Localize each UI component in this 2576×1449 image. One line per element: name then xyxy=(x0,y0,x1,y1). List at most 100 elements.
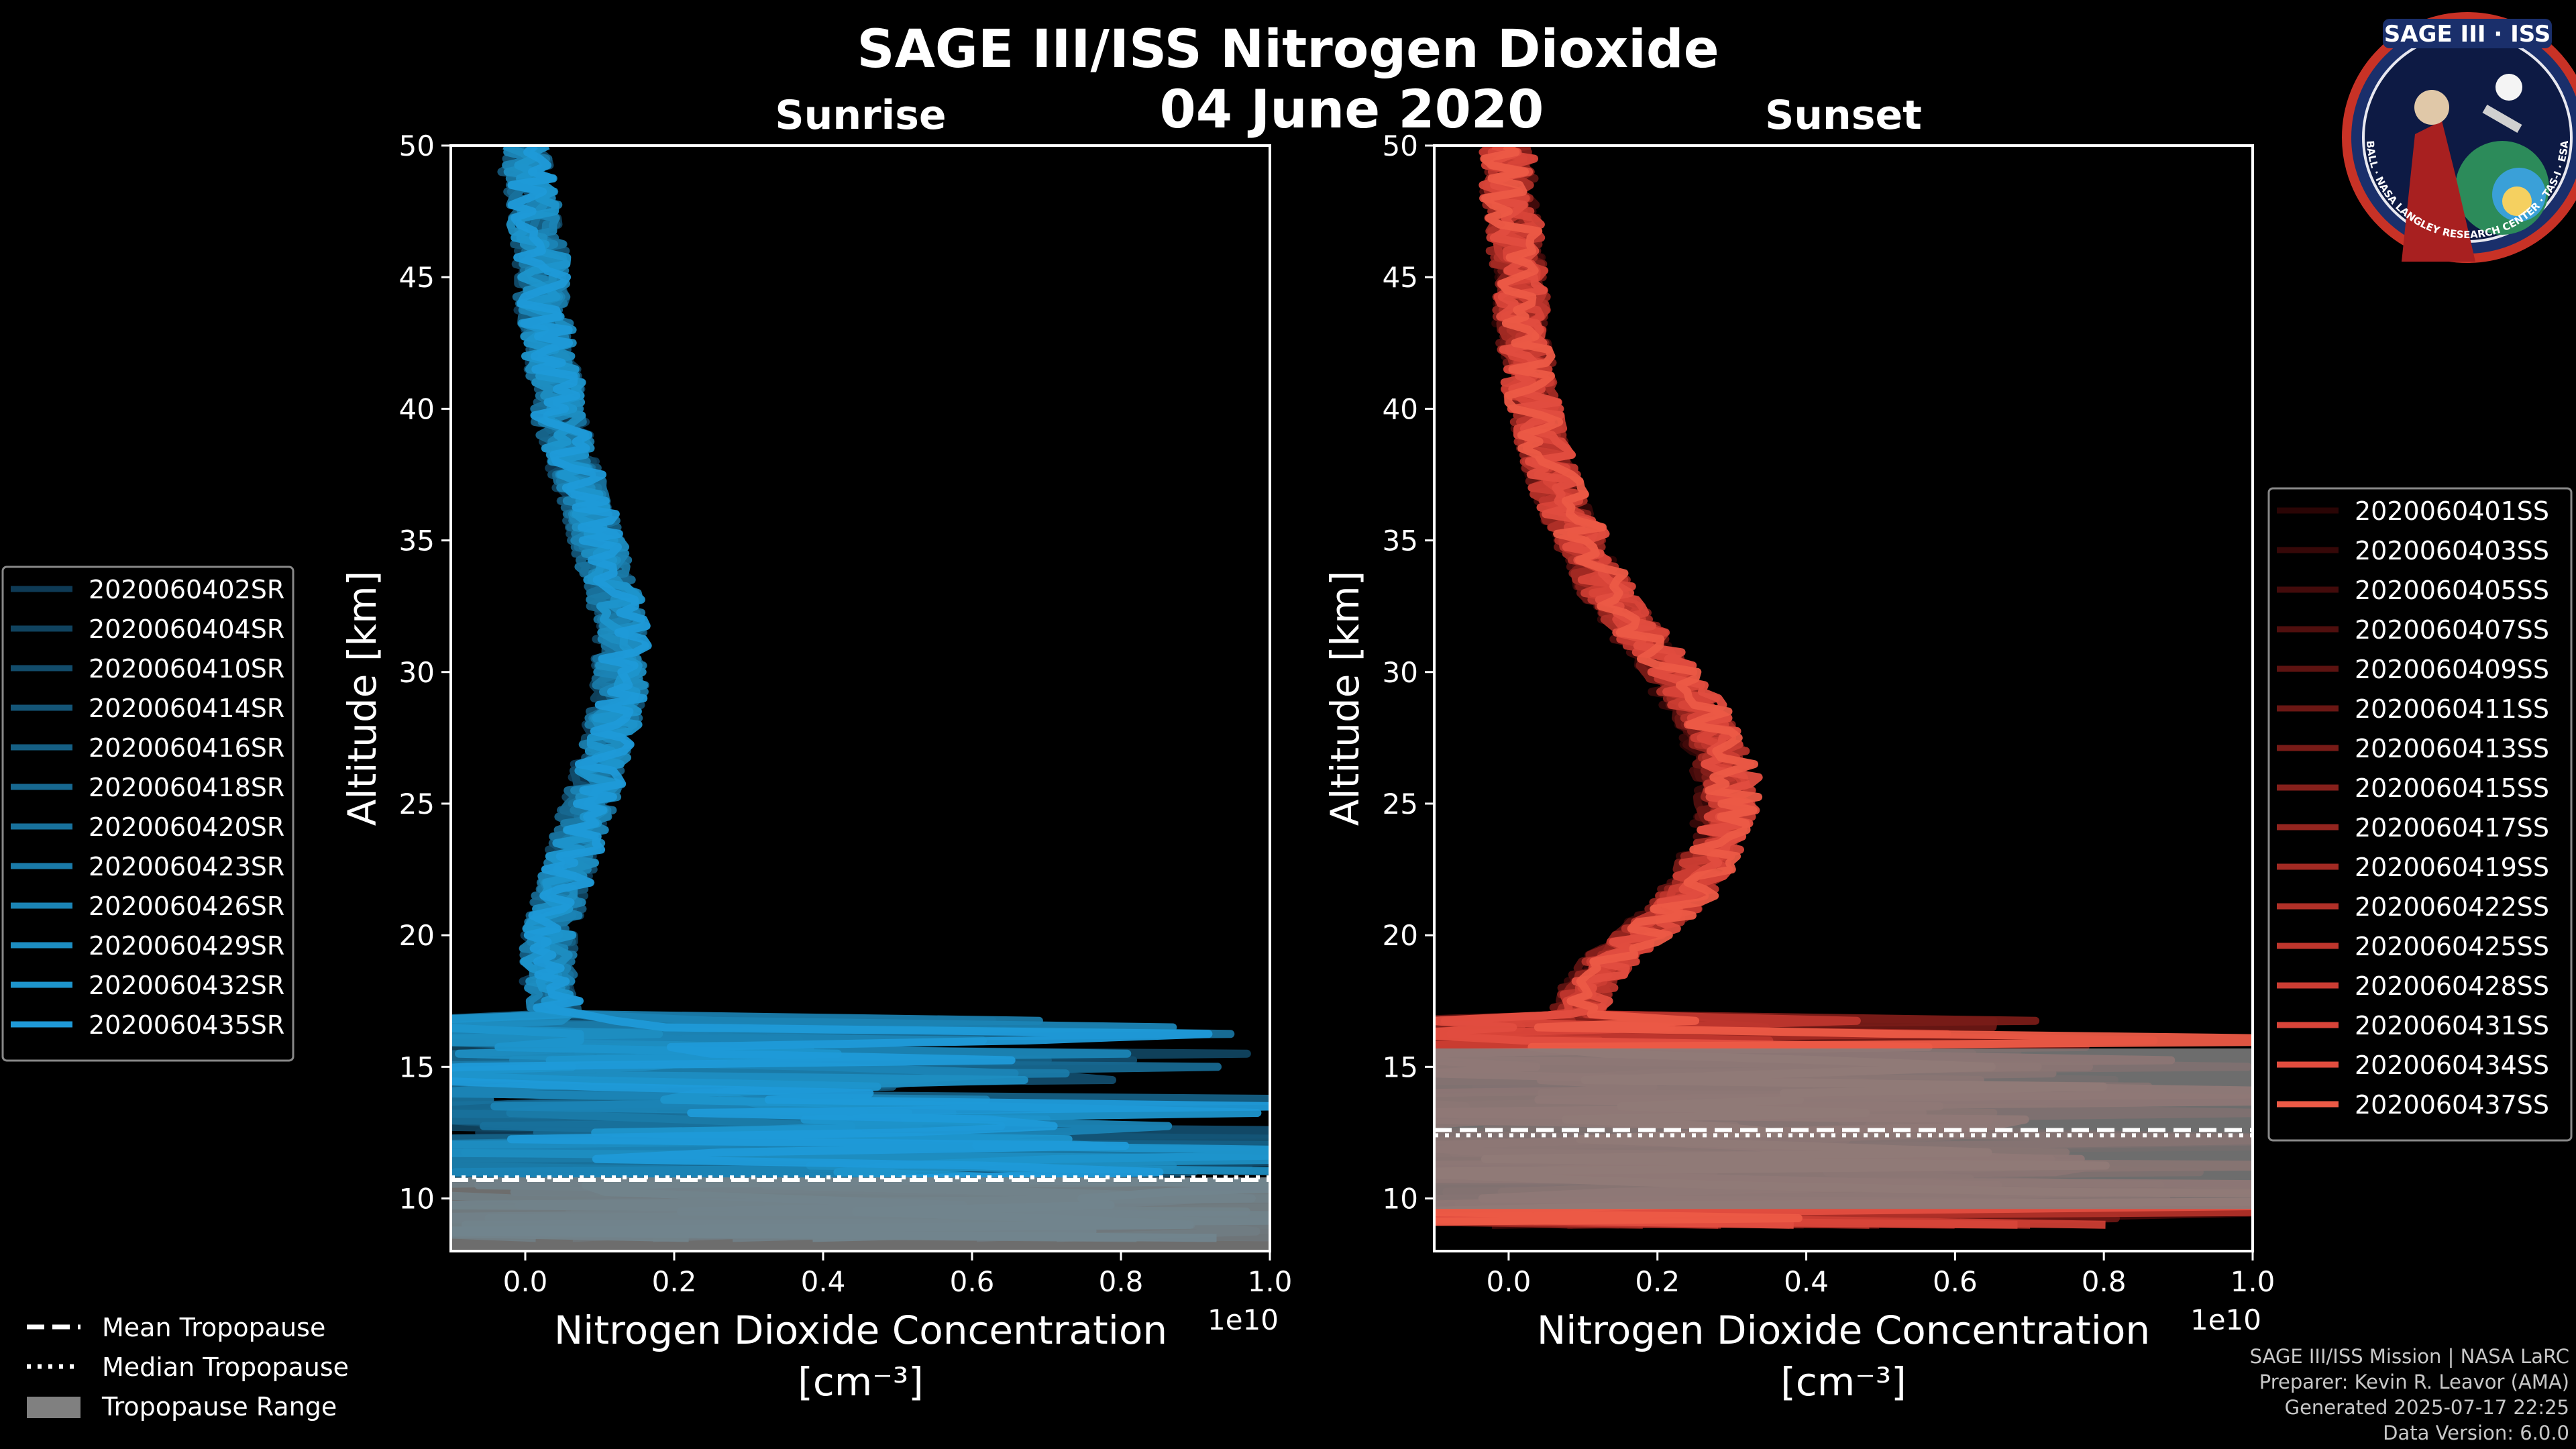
legend-label-2020060418SR: 2020060418SR xyxy=(89,773,284,802)
footer-mission: SAGE III/ISS Mission | NASA LaRC xyxy=(2249,1345,2569,1368)
x-tick-label: 1.0 xyxy=(1248,1265,1293,1298)
x-axis-unit: [cm⁻³] xyxy=(798,1359,924,1405)
sunrise-panel: 10 15 20 25 30 35 40 45 50 0.0 0.2 0.4 0.6 0.8 1.0 1e10… xyxy=(1,92,1293,1405)
footer-generated: Generated 2025-07-17 22:25 xyxy=(2284,1396,2569,1419)
series-legend: 2020060402SR 2020060404SR 2020060410SR 2020… xyxy=(1,566,294,1062)
tropopause-range-swatch xyxy=(27,1397,80,1418)
legend-label-2020060410SR: 2020060410SR xyxy=(89,654,284,684)
legend-box xyxy=(1,566,294,1062)
footer-preparer: Preparer: Kevin R. Leavor (AMA) xyxy=(2259,1371,2569,1393)
y-tick-label: 20 xyxy=(399,919,435,952)
x-tick-label: 0.2 xyxy=(652,1265,697,1298)
legend-label-2020060413SS: 2020060413SS xyxy=(2355,734,2549,763)
y-tick-label: 45 xyxy=(399,261,435,294)
plot-area xyxy=(1434,146,2253,1229)
sunset-panel: 10 15 20 25 30 35 40 45 50 0.0 0.2 0.4 0.6 0.8 1.0 1e10… xyxy=(1322,92,2573,1405)
legend-label-2020060404SR: 2020060404SR xyxy=(89,614,284,644)
panel-title: Sunrise xyxy=(775,92,946,139)
tropopause-legend: Mean Tropopause Median Tropopause Tropop… xyxy=(27,1313,349,1421)
y-tick-label: 25 xyxy=(1383,788,1418,820)
y-tick-label: 40 xyxy=(399,392,435,425)
legend-label-2020060429SR: 2020060429SR xyxy=(89,931,284,961)
y-tick-label: 15 xyxy=(399,1051,435,1083)
x-tick-label: 0.2 xyxy=(1635,1265,1680,1298)
y-tick-label: 45 xyxy=(1383,261,1418,294)
legend-label-2020060437SS: 2020060437SS xyxy=(2355,1090,2549,1120)
legend-label-2020060415SS: 2020060415SS xyxy=(2355,773,2549,803)
series-legend: 2020060401SS 2020060403SS 2020060405SS 2020… xyxy=(2267,487,2573,1142)
y-axis-label: Altitude [km] xyxy=(339,571,385,826)
legend-label-2020060426SR: 2020060426SR xyxy=(89,892,284,921)
series-line-2020060435SR xyxy=(451,146,1270,1242)
x-axis-label: Nitrogen Dioxide Concentration xyxy=(554,1307,1167,1353)
y-tick-label: 10 xyxy=(1383,1183,1418,1216)
axes-frame xyxy=(449,144,1271,1252)
legend-label-2020060425SS: 2020060425SS xyxy=(2355,932,2549,961)
legend-label-2020060402SR: 2020060402SR xyxy=(89,575,284,604)
y-tick-label: 35 xyxy=(399,525,435,557)
legend-label-2020060411SS: 2020060411SS xyxy=(2355,694,2549,724)
y-tick-label: 50 xyxy=(399,129,435,162)
x-multiplier: 1e10 xyxy=(2190,1303,2261,1336)
moon-icon xyxy=(2496,74,2522,101)
footer-info: SAGE III/ISS Mission | NASA LaRC Prepare… xyxy=(2250,1344,2569,1446)
tropopause-range-label: Tropopause Range xyxy=(101,1392,337,1421)
figure-icon xyxy=(2402,121,2475,262)
sun-icon xyxy=(2502,186,2532,216)
legend-label-2020060414SR: 2020060414SR xyxy=(89,694,284,723)
legend-label-2020060428SS: 2020060428SS xyxy=(2355,971,2549,1001)
y-tick-label: 20 xyxy=(1383,919,1418,952)
legend-box xyxy=(2267,487,2573,1142)
y-tick-label: 10 xyxy=(399,1183,435,1216)
legend-label-2020060405SS: 2020060405SS xyxy=(2355,576,2549,605)
tropopause-range-band xyxy=(451,1177,1270,1251)
x-tick-label: 0.0 xyxy=(503,1265,548,1298)
y-tick-label: 30 xyxy=(399,656,435,689)
panel-title: Sunset xyxy=(1765,92,1922,139)
y-tick-label: 25 xyxy=(399,788,435,820)
x-tick-label: 0.6 xyxy=(950,1265,995,1298)
x-tick-label: 0.8 xyxy=(2082,1265,2127,1298)
x-axis-label: Nitrogen Dioxide Concentration xyxy=(1537,1307,2150,1353)
y-tick-label: 30 xyxy=(1383,656,1418,689)
legend-label-2020060434SS: 2020060434SS xyxy=(2355,1051,2549,1080)
median-tropopause-label: Median Tropopause xyxy=(102,1352,349,1382)
legend-label-2020060407SS: 2020060407SS xyxy=(2355,615,2549,645)
sage-iii-iss-logo: SAGE III · ISS BALL · NASA LANGLEY RESEA… xyxy=(2342,12,2576,263)
legend-label-2020060409SS: 2020060409SS xyxy=(2355,655,2549,684)
x-tick-label: 0.4 xyxy=(1784,1265,1829,1298)
footer-version: Data Version: 6.0.0 xyxy=(2383,1421,2569,1444)
legend-label-2020060401SS: 2020060401SS xyxy=(2355,496,2549,526)
legend-label-2020060417SS: 2020060417SS xyxy=(2355,813,2549,843)
legend-label-2020060416SR: 2020060416SR xyxy=(89,733,284,763)
legend-label-2020060403SS: 2020060403SS xyxy=(2355,536,2549,566)
legend-label-2020060420SR: 2020060420SR xyxy=(89,812,284,842)
axes-frame xyxy=(1433,144,2254,1252)
logo-text: SAGE III · ISS xyxy=(2384,21,2551,48)
x-axis-unit: [cm⁻³] xyxy=(1780,1359,1907,1405)
series-line-2020060437SS xyxy=(1434,146,2253,1226)
legend-label-2020060432SR: 2020060432SR xyxy=(89,971,284,1000)
legend-label-2020060423SR: 2020060423SR xyxy=(89,852,284,881)
plot-area xyxy=(451,146,1270,1251)
y-tick-label: 35 xyxy=(1383,525,1418,557)
y-axis-label: Altitude [km] xyxy=(1322,571,1368,826)
y-tick-label: 40 xyxy=(1383,392,1418,425)
legend-label-2020060422SS: 2020060422SS xyxy=(2355,892,2549,922)
y-tick-label: 15 xyxy=(1383,1051,1418,1083)
x-tick-label: 0.0 xyxy=(1487,1265,1532,1298)
y-tick-label: 50 xyxy=(1383,129,1418,162)
x-tick-label: 1.0 xyxy=(2231,1265,2275,1298)
x-tick-label: 0.8 xyxy=(1099,1265,1144,1298)
x-tick-label: 0.4 xyxy=(801,1265,846,1298)
iss-icon xyxy=(2482,104,2522,133)
mean-tropopause-label: Mean Tropopause xyxy=(102,1313,325,1342)
x-multiplier: 1e10 xyxy=(1208,1303,1279,1336)
legend-label-2020060419SS: 2020060419SS xyxy=(2355,853,2549,882)
figure-subtitle: 04 June 2020 xyxy=(1160,80,1544,140)
legend-label-2020060431SS: 2020060431SS xyxy=(2355,1011,2549,1040)
legend-label-2020060435SR: 2020060435SR xyxy=(89,1010,284,1040)
figure-title: SAGE III/ISS Nitrogen Dioxide xyxy=(857,19,1719,80)
x-tick-label: 0.6 xyxy=(1933,1265,1978,1298)
